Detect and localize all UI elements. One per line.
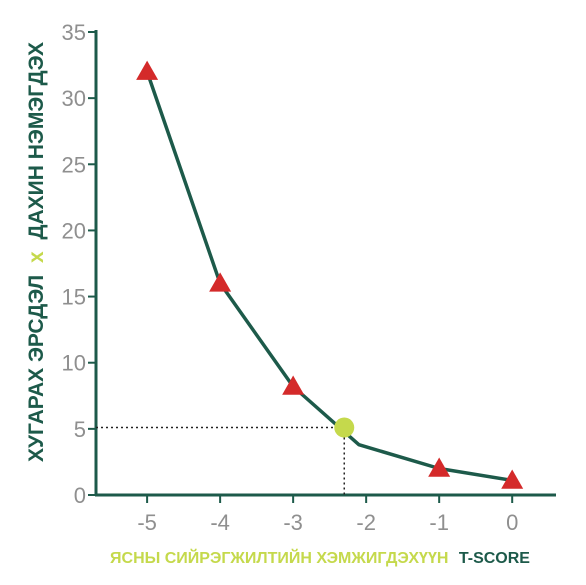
y-axis-title-x: x bbox=[25, 251, 48, 263]
y-axis-title-part3: ДАХИН НЭМЭГДЭХ bbox=[25, 42, 48, 240]
x-tick-label: -4 bbox=[210, 510, 230, 535]
y-tick-label: 35 bbox=[62, 20, 86, 45]
y-ticks: 0 5 10 15 20 25 30 35 bbox=[62, 20, 96, 508]
triangle-marker bbox=[428, 457, 451, 477]
x-tick-label: 0 bbox=[506, 510, 518, 535]
y-tick-label: 0 bbox=[74, 483, 86, 508]
axes bbox=[94, 30, 556, 497]
y-tick-label: 25 bbox=[62, 152, 86, 177]
series-line bbox=[145, 71, 513, 483]
triangle-marker bbox=[501, 469, 524, 489]
x-tick-label: -3 bbox=[283, 510, 303, 535]
x-axis-title: ЯСНЫ СИЙРЭГЖИЛТИЙН ХЭМЖИГДЭХҮҮН T-SCORE bbox=[110, 548, 530, 567]
x-axis-title-tscore: T-SCORE bbox=[459, 550, 530, 567]
x-tick-label: -1 bbox=[429, 510, 449, 535]
y-axis-title: ХУГАРАХ ЭРСДЭЛ x ДАХИН НЭМЭГДЭХ bbox=[25, 42, 48, 462]
triangle-marker bbox=[136, 60, 159, 80]
series bbox=[145, 71, 513, 483]
y-tick-label: 30 bbox=[62, 86, 86, 111]
y-tick-label: 15 bbox=[62, 285, 86, 310]
highlight-point bbox=[334, 417, 355, 438]
highlight-guides bbox=[96, 426, 346, 495]
x-ticks: -5 -4 -3 -2 -1 0 bbox=[137, 495, 518, 535]
triangle-marker bbox=[209, 272, 232, 292]
x-tick-label: -2 bbox=[356, 510, 376, 535]
x-tick-label: -5 bbox=[137, 510, 157, 535]
y-tick-label: 10 bbox=[62, 351, 86, 376]
x-axis-title-main: ЯСНЫ СИЙРЭГЖИЛТИЙН ХЭМЖИГДЭХҮҮН bbox=[110, 548, 448, 567]
y-tick-label: 5 bbox=[74, 417, 86, 442]
y-axis-title-part1: ХУГАРАХ ЭРСДЭЛ bbox=[25, 275, 48, 462]
y-tick-label: 20 bbox=[62, 218, 86, 243]
data-marks bbox=[136, 60, 524, 489]
triangle-marker bbox=[282, 375, 305, 395]
